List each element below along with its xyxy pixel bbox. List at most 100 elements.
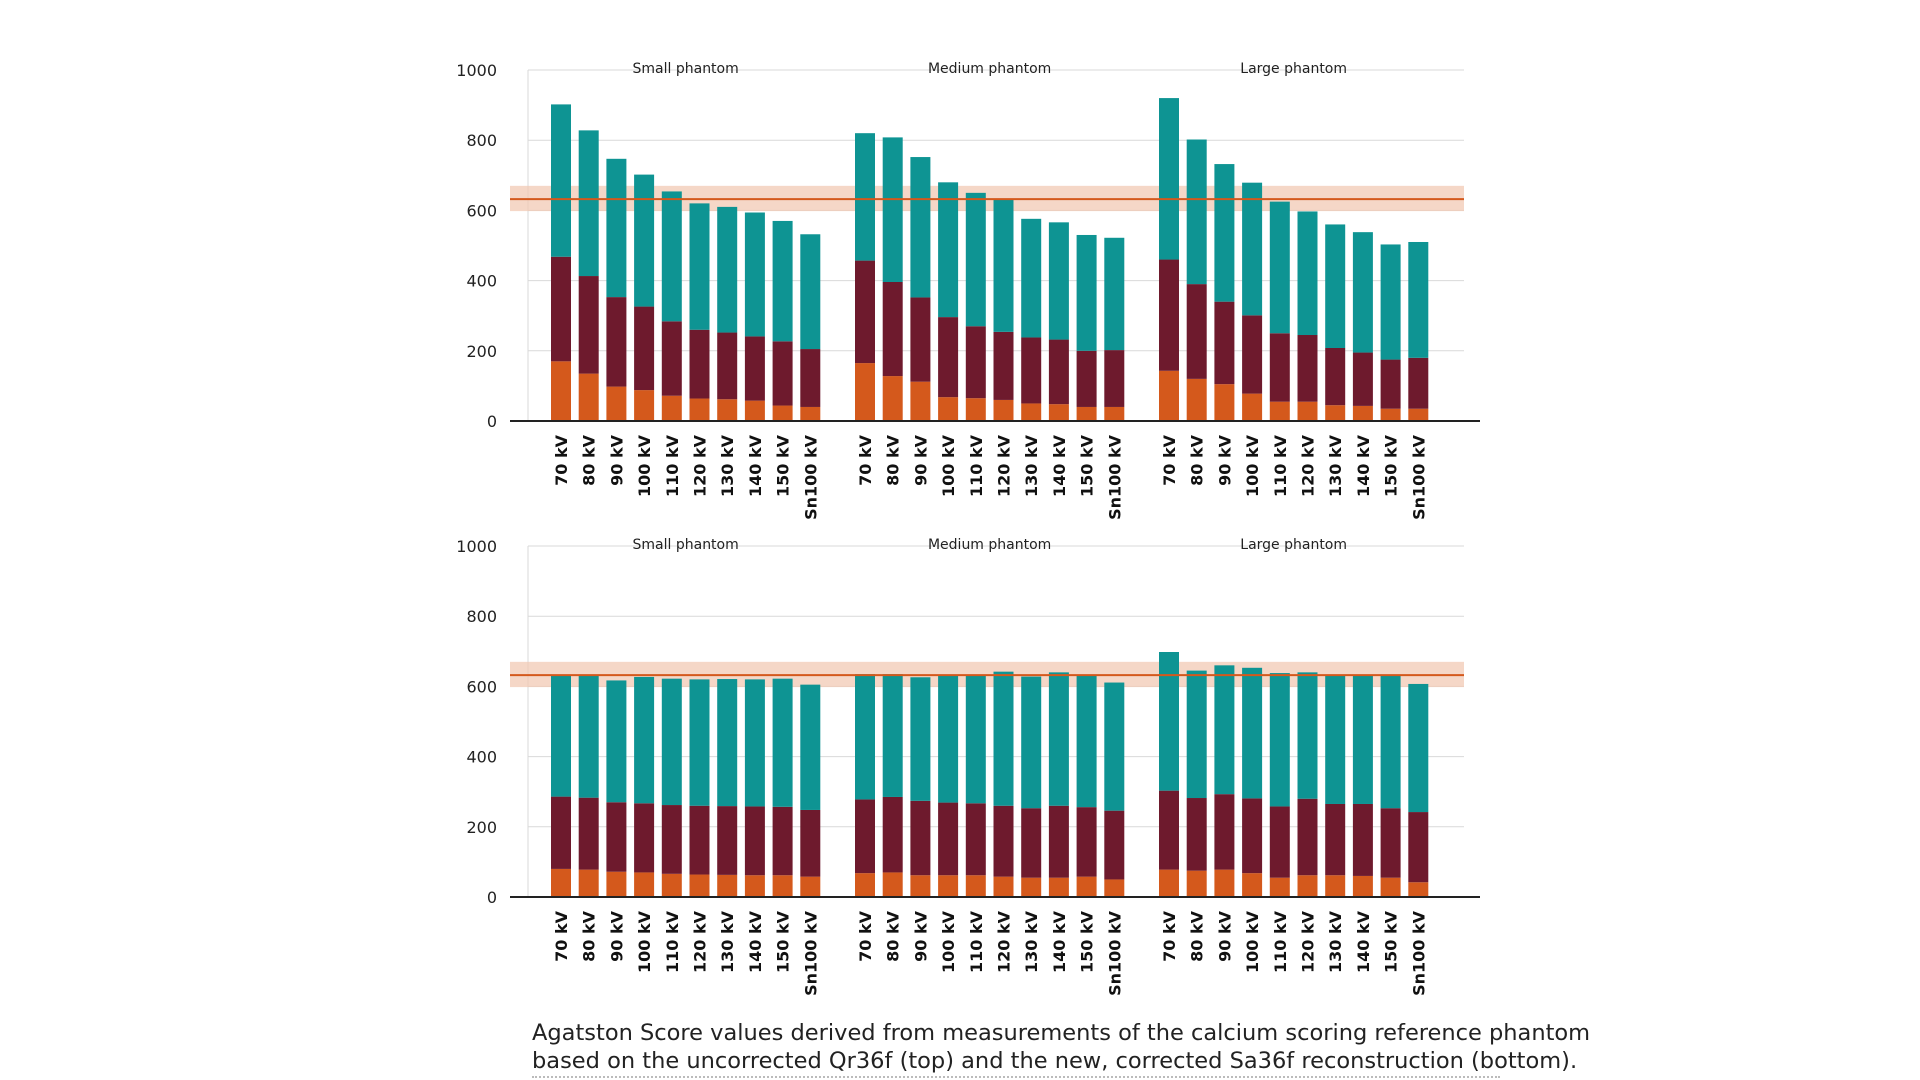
bar-segment-top [744, 679, 765, 807]
x-tick-label: 140 kV [1354, 434, 1373, 497]
x-tick-label: 130 kV [718, 910, 737, 973]
x-tick-label: 140 kV [746, 434, 765, 497]
bar-segment-top [1104, 237, 1125, 351]
bar-segment-top [551, 104, 571, 257]
bar-segment-bottom [1380, 408, 1401, 421]
bar-segment-top [1325, 224, 1346, 348]
bar-segment-middle [1186, 284, 1207, 379]
bar-segment-top [938, 182, 959, 318]
bar-segment-top [551, 675, 571, 797]
y-tick-label: 600 [466, 201, 497, 220]
bar-segment-middle [1269, 333, 1290, 402]
bar-segment-bottom [1269, 401, 1290, 421]
bar-segment-bottom [938, 397, 959, 421]
bar-group-3: 70 kV 80 kV 90 kV 100 kV 110 kV 120 kV 130 kV 1… [1159, 652, 1429, 996]
x-tick-label: 110 kV [967, 434, 986, 497]
bar-segment-top [634, 174, 655, 307]
bar-segment-bottom [882, 376, 903, 421]
x-tick-label: 150 kV [774, 434, 793, 497]
x-tick-label: 70 kV [552, 910, 571, 961]
bar-segment-middle [661, 321, 682, 396]
bar-segment-top [578, 675, 599, 798]
bar-segment-middle [965, 803, 986, 876]
bar-segment-top [578, 130, 599, 277]
bar-segment-middle [965, 326, 986, 399]
bar-segment-bottom [634, 390, 655, 421]
bar-segment-bottom [1242, 873, 1263, 897]
bar-segment-middle [1408, 357, 1429, 409]
bar-segment-middle [910, 297, 931, 382]
bar-segment-top [1076, 675, 1097, 808]
bar-segment-bottom [965, 398, 986, 421]
bar-segment-bottom [1297, 401, 1318, 421]
bar-segment-middle [1297, 798, 1318, 876]
bar-segment-middle [578, 276, 599, 374]
bar-segment-middle [661, 805, 682, 874]
bar-segment-top [1352, 232, 1373, 353]
x-tick-label: 70 kV [1160, 434, 1179, 485]
bar-segment-middle [1242, 315, 1263, 394]
x-tick-label: 90 kV [1215, 910, 1234, 961]
x-tick-label: Sn100 kV [1105, 434, 1124, 520]
x-tick-label: 100 kV [635, 434, 654, 497]
bar-segment-middle [938, 802, 959, 876]
x-tick-label: 110 kV [663, 910, 682, 973]
x-tick-label: 150 kV [1078, 434, 1097, 497]
bar-segment-bottom [993, 399, 1014, 421]
bar-segment-middle [1076, 350, 1097, 407]
bar-segment-top [717, 206, 738, 333]
x-tick-label: 120 kV [691, 434, 710, 497]
bar-segment-top [1297, 672, 1318, 799]
bar-segment-middle [910, 800, 931, 876]
bar-segment-middle [772, 341, 793, 406]
x-tick-label: Sn100 kV [1105, 910, 1124, 996]
x-tick-label: 110 kV [1271, 910, 1290, 973]
bar-segment-bottom [1297, 875, 1318, 897]
bar-segment-top [1380, 674, 1401, 809]
bar-segment-top [634, 676, 655, 804]
bar-segment-top [772, 220, 793, 342]
y-tick-label: 0 [487, 412, 497, 431]
bar-segment-top [965, 192, 986, 327]
bar-group-1: 70 kV 80 kV 90 kV 100 kV 110 kV 120 kV 130 kV 1… [551, 675, 821, 996]
x-tick-label: 70 kV [856, 434, 875, 485]
y-tick-label: 0 [487, 888, 497, 907]
x-tick-label: 110 kV [1271, 434, 1290, 497]
bar-segment-bottom [1021, 403, 1042, 421]
bar-segment-middle [800, 349, 821, 407]
x-tick-label: Sn100 kV [1409, 434, 1428, 520]
bar-segment-bottom [1352, 405, 1373, 421]
bar-segment-top [882, 674, 903, 797]
bar-segment-middle [1104, 810, 1125, 880]
x-tick-label: 130 kV [1326, 434, 1345, 497]
x-tick-label: 150 kV [1382, 434, 1401, 497]
x-tick-label: 140 kV [1050, 910, 1069, 973]
x-tick-label: 120 kV [1299, 434, 1318, 497]
x-tick-label: 80 kV [1188, 434, 1207, 485]
bar-segment-top [1269, 201, 1290, 334]
bar-segment-top [855, 674, 875, 800]
bar-segment-bottom [1380, 877, 1401, 897]
x-tick-label: 80 kV [1188, 910, 1207, 961]
bar-segment-top [1186, 139, 1207, 285]
bar-segment-top [1325, 675, 1346, 804]
bar-segment-middle [1214, 794, 1235, 870]
x-tick-label: Sn100 kV [801, 434, 820, 520]
bar-segment-bottom [1048, 404, 1069, 421]
x-tick-label: 120 kV [995, 434, 1014, 497]
bar-segment-top [606, 158, 627, 298]
bar-segment-top [800, 234, 821, 350]
dotted-separator [532, 1076, 1500, 1078]
bar-segment-bottom [578, 869, 599, 897]
bar-segment-top [1242, 182, 1263, 316]
bar-segment-top [938, 674, 959, 803]
group-label: Medium phantom [928, 61, 1051, 77]
group-label: Small phantom [633, 537, 739, 553]
group-label: Small phantom [633, 61, 739, 77]
bar-segment-bottom [910, 381, 931, 421]
x-tick-label: 90 kV [911, 910, 930, 961]
bar-segment-bottom [1076, 406, 1097, 421]
bar-segment-middle [1186, 798, 1207, 871]
bar-segment-middle [855, 260, 875, 364]
bar-segment-top [1269, 673, 1290, 807]
